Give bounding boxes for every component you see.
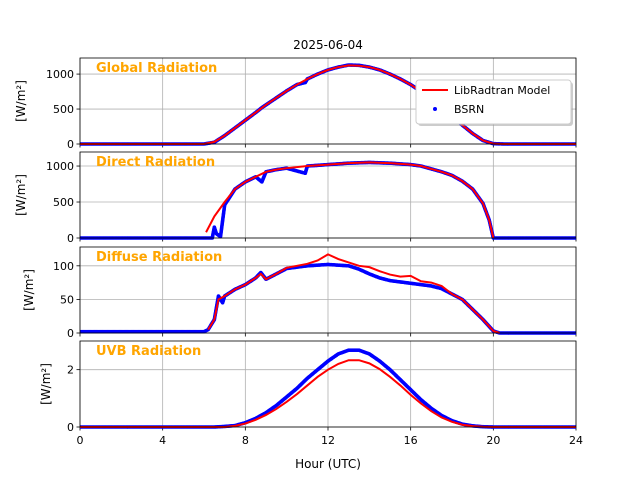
panel-label: Global Radiation: [96, 61, 217, 76]
model-line: [207, 253, 500, 334]
panel-frame: [79, 151, 577, 239]
x-tick-label: 24: [569, 434, 583, 447]
panel-2: 0 50 100 Diffuse Radiation [W/m²]: [22, 246, 577, 340]
x-axis-label: Hour (UTC): [295, 457, 361, 471]
legend: LibRadtran Model BSRN: [415, 79, 573, 126]
x-tick-label: 8: [242, 434, 249, 447]
panel-1: 0 500 1000 Direct Radiation [W/m²]: [14, 151, 577, 245]
model-line: [80, 359, 576, 428]
y-axis-label: [W/m²]: [14, 80, 28, 122]
chart-title: 2025-06-04: [293, 38, 363, 52]
y-tick-label: 0: [67, 421, 74, 434]
legend-model-label: LibRadtran Model: [454, 84, 550, 97]
panel-frame: [79, 340, 577, 428]
y-tick-label: 1000: [46, 160, 74, 173]
model-line: [205, 161, 495, 239]
y-axis-label: [W/m²]: [39, 363, 53, 405]
panel-3: 0 4 8 12 16 20 24 0 2 UVB Radiation [W/m²]: [39, 340, 583, 447]
y-tick-label: 100: [53, 260, 74, 273]
legend-bsrn-label: BSRN: [454, 103, 484, 116]
y-tick-label: 500: [53, 196, 74, 209]
y-tick-label: 50: [60, 293, 74, 306]
panel-frame: [79, 57, 577, 145]
panel-label: UVB Radiation: [96, 344, 201, 359]
y-tick-label: 0: [67, 138, 74, 151]
y-tick-label: 500: [53, 103, 74, 116]
x-tick-label: 4: [159, 434, 166, 447]
y-tick-label: 0: [67, 232, 74, 245]
legend-bsrn-swatch: [433, 107, 437, 111]
y-tick-label: 2: [67, 364, 74, 377]
y-axis-label: [W/m²]: [14, 174, 28, 216]
y-axis-label: [W/m²]: [22, 269, 36, 311]
panel-label: Diffuse Radiation: [96, 250, 222, 265]
x-tick-label: 16: [404, 434, 418, 447]
x-tick-label: 12: [321, 434, 335, 447]
panel-frame: [79, 246, 577, 334]
panel-label: Direct Radiation: [96, 155, 215, 170]
y-tick-label: 1000: [46, 68, 74, 81]
x-tick-label: 20: [486, 434, 500, 447]
x-tick-label: 0: [77, 434, 84, 447]
y-tick-label: 0: [67, 327, 74, 340]
